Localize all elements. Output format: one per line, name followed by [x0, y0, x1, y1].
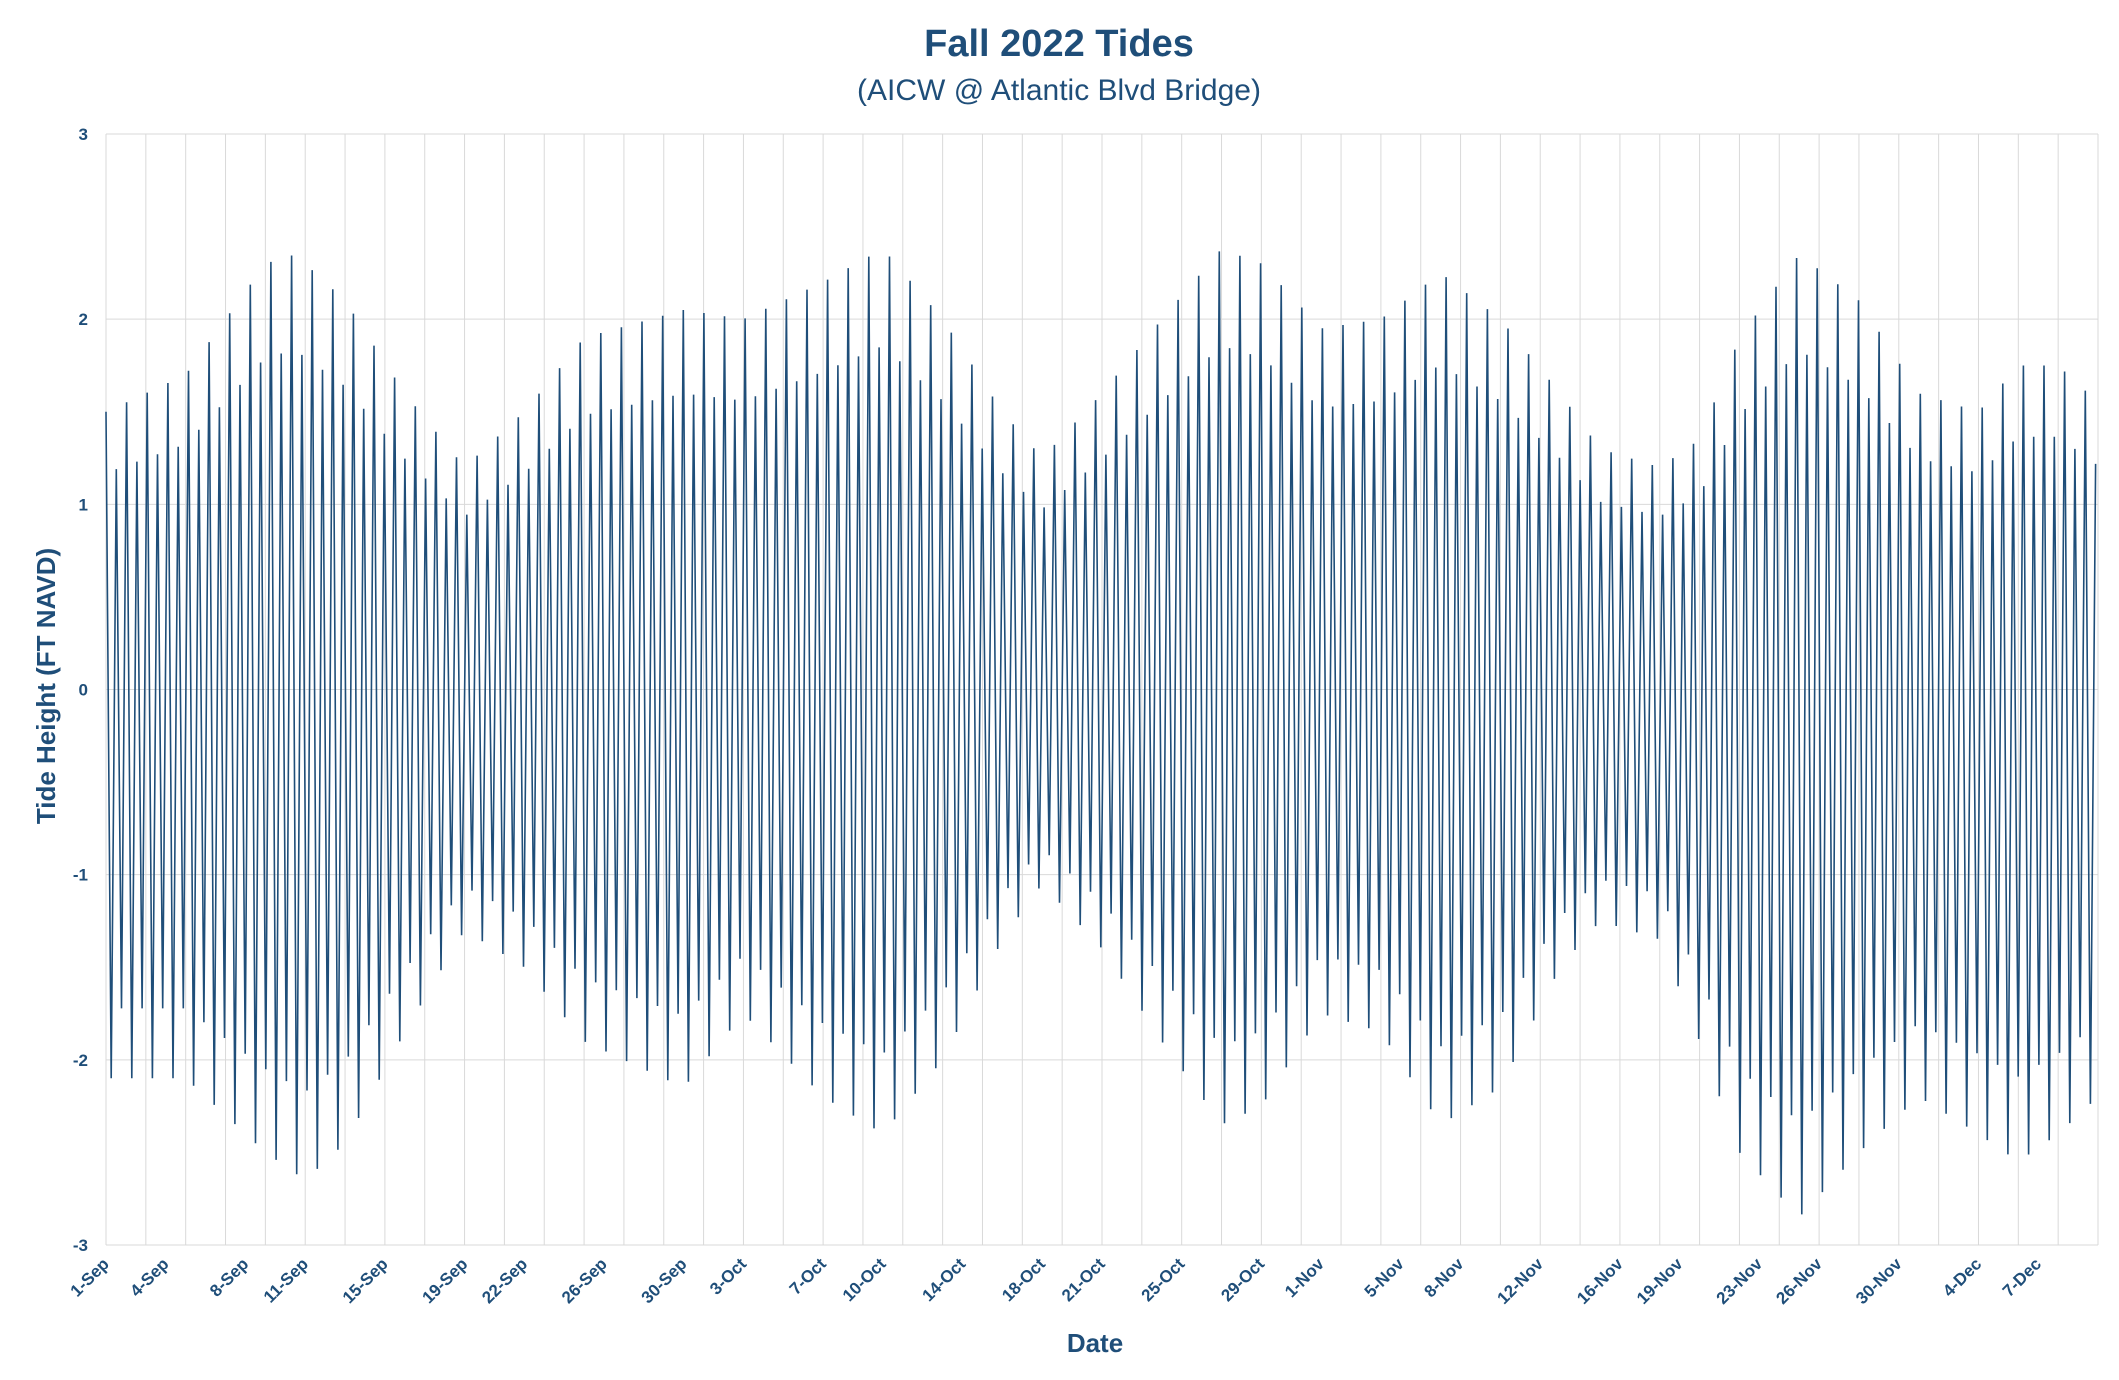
x-axis-title: Date: [1067, 1328, 1123, 1358]
y-axis-title: Tide Height (FT NAVD): [31, 548, 61, 824]
y-tick-label: 2: [79, 310, 88, 329]
y-tick-label: -2: [73, 1051, 88, 1070]
y-tick-label: -3: [73, 1236, 88, 1255]
y-axis-ticks: 3 2 1 0 -1 -2 -3: [73, 125, 88, 1255]
y-tick-label: 0: [79, 681, 88, 700]
y-tick-label: 1: [79, 495, 88, 514]
chart-title: Fall 2022 Tides: [924, 23, 1194, 65]
chart-subtitle: (AICW @ Atlantic Blvd Bridge): [857, 74, 1261, 107]
y-tick-label: 3: [79, 125, 88, 144]
tide-series-line: [105, 251, 2097, 1215]
y-tick-label: -1: [73, 866, 88, 885]
series-layer: [105, 251, 2097, 1215]
